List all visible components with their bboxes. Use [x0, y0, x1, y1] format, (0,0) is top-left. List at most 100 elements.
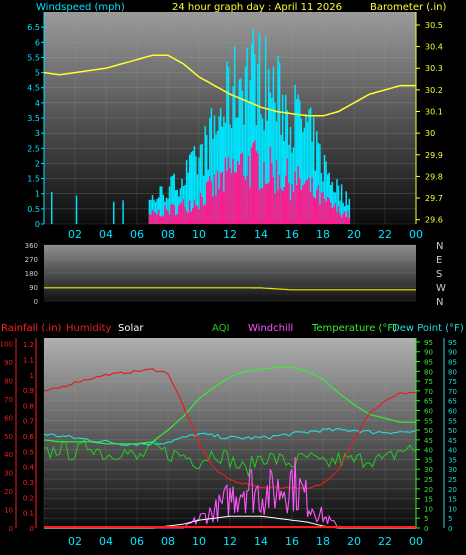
barometer-axis: 29.6 29.7 29.8 29.9 30 30.1 30.2 30.3 30.4 30.5	[415, 12, 443, 225]
rainfall-axis: 0 0.1 0.2 0.3 0.4 0.5 0.6 0.7 0.8 0.9 1 1.1 1.2	[23, 338, 37, 533]
dewpoint-tick: 60	[448, 407, 457, 415]
humidity-tick: 50	[4, 433, 13, 441]
barometer-tick: 29.7	[425, 194, 443, 203]
barometer-tick: 29.9	[425, 151, 443, 160]
windspeed-tick: 4.5	[27, 84, 40, 93]
direction-tick: 270	[25, 256, 38, 264]
compass-tick: N	[436, 297, 443, 308]
dewpoint-legend: Dew Point (°F)	[392, 323, 464, 334]
time-tick: 08	[161, 228, 175, 241]
windspeed-axis: 0 0.5 1 1.5 2 2.5 3 3.5 4 4.5 5 5.5 6 6.5	[27, 12, 45, 229]
temp-tick: 40	[424, 447, 433, 455]
time-tick: 16	[285, 535, 299, 548]
rain-tick: 0	[30, 525, 34, 533]
humidity-tick: 0	[9, 525, 13, 533]
rain-tick: 0.7	[23, 418, 34, 426]
dewpoint-tick: 15	[448, 496, 457, 504]
windspeed-tick: 3	[35, 129, 40, 138]
rain-tick: 0.8	[23, 402, 34, 410]
humidity-tick: 10	[4, 507, 13, 515]
time-tick: 10	[192, 535, 206, 548]
compass-tick: S	[436, 269, 442, 280]
barometer-tick: 30.3	[425, 64, 443, 73]
humidity-tick: 20	[4, 488, 13, 496]
temperature-axis: 0510152025303540455055606570758085909505…	[415, 338, 457, 533]
temp-tick: 5	[424, 515, 428, 523]
wind-time-axis: 02 04 06 08 10 12 14 16 18 20 22 00	[68, 228, 423, 241]
dewpoint-tick: 70	[448, 388, 457, 396]
time-tick: 04	[99, 535, 113, 548]
time-tick: 02	[68, 535, 82, 548]
barometer-tick: 30.5	[425, 21, 443, 30]
time-tick: 04	[99, 228, 113, 241]
rain-tick: 0.5	[23, 448, 34, 456]
temperature-line	[43, 366, 416, 445]
dewpoint-tick: 25	[448, 476, 457, 484]
temp-tick: 25	[424, 476, 433, 484]
dewpoint-tick: 95	[448, 339, 457, 347]
time-tick: 14	[254, 535, 268, 548]
direction-tick: 360	[25, 242, 38, 250]
rain-tick: 0.4	[23, 464, 35, 472]
humidity-axis: 0 10 20 30 40 50 60 70 80 90 100	[0, 338, 17, 533]
temp-tick: 70	[424, 388, 433, 396]
humidity-tick: 80	[4, 377, 13, 385]
humidity-legend: Humidity	[66, 323, 111, 334]
temp-tick: 10	[424, 505, 433, 513]
barometer-tick: 29.8	[425, 172, 443, 181]
temp-humidity-lines	[43, 366, 417, 529]
windspeed-header: Windspeed (mph)	[36, 2, 125, 13]
temp-tick: 55	[424, 417, 433, 425]
direction-tick: 90	[29, 284, 38, 292]
rainfall-legend: Rainfall (.in)	[1, 323, 62, 334]
dewpoint-tick: 80	[448, 368, 457, 376]
barometer-tick: 30	[425, 129, 435, 138]
temp-tick: 65	[424, 398, 433, 406]
barometer-header: Barometer (.in)	[370, 2, 446, 13]
solar-legend: Solar	[118, 323, 144, 334]
windspeed-tick: 3.5	[27, 114, 40, 123]
time-tick: 20	[347, 535, 361, 548]
dewpoint-tick: 55	[448, 417, 457, 425]
dewpoint-tick: 90	[448, 349, 457, 357]
aqi-line	[43, 438, 417, 477]
dewpoint-tick: 30	[448, 466, 457, 474]
temp-tick: 20	[424, 486, 433, 494]
time-tick: 22	[378, 228, 392, 241]
rain-tick: 1.1	[23, 356, 34, 364]
humidity-tick: 100	[0, 341, 13, 349]
wind-direction-line	[44, 287, 416, 291]
temp-tick: 95	[424, 339, 433, 347]
time-tick: 10	[192, 228, 206, 241]
time-tick: 08	[161, 535, 175, 548]
windspeed-tick: 4	[35, 99, 40, 108]
compass-tick: W	[436, 283, 446, 294]
windspeed-tick: 6	[35, 38, 40, 47]
rain-tick: 0.2	[23, 494, 34, 502]
temp-tick: 0	[424, 525, 428, 533]
dewpoint-tick: 0	[448, 525, 452, 533]
barometer-line	[43, 54, 416, 117]
humidity-line	[43, 368, 417, 490]
dewpoint-tick: 10	[448, 505, 457, 513]
time-tick: 12	[223, 228, 237, 241]
time-tick: 16	[285, 228, 299, 241]
dewpoint-tick: 40	[448, 447, 457, 455]
temp-tick: 35	[424, 456, 433, 464]
time-tick: 18	[316, 535, 330, 548]
dewpoint-tick: 35	[448, 456, 457, 464]
temp-tick: 50	[424, 427, 433, 435]
time-tick: 06	[130, 535, 144, 548]
dewpoint-tick: 50	[448, 427, 457, 435]
compass-tick: N	[436, 241, 443, 252]
temp-tick: 80	[424, 368, 433, 376]
rain-tick: 0.9	[23, 387, 34, 395]
dewpoint-line	[43, 427, 417, 447]
windspeed-tick: 5.5	[27, 53, 40, 62]
compass-tick: E	[436, 255, 442, 266]
humidity-tick: 30	[4, 470, 13, 478]
temp-tick: 90	[424, 349, 433, 357]
humidity-tick: 60	[4, 414, 13, 422]
